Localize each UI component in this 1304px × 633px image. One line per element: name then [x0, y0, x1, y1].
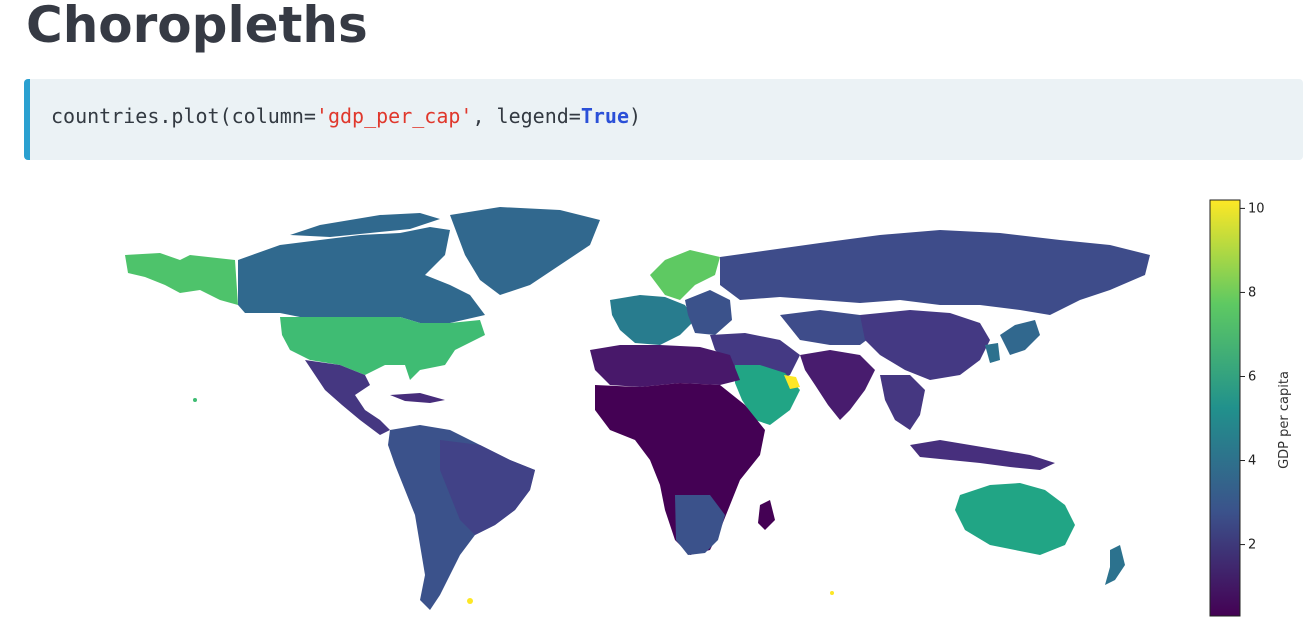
region-korea	[985, 343, 1000, 363]
code-cell[interactable]: countries.plot(column='gdp_per_cap', leg…	[24, 79, 1303, 160]
region-central-asia	[780, 310, 880, 345]
region-scandinavia	[650, 250, 720, 300]
region-north-africa	[590, 345, 740, 387]
colorbar-tick-label: 8	[1248, 285, 1256, 300]
region-indonesia	[910, 440, 1055, 470]
code-line: countries.plot(column='gdp_per_cap', leg…	[51, 104, 641, 128]
page-title: Choropleths	[26, 0, 368, 54]
region-small-island	[830, 591, 834, 595]
colorbar-tick-label: 2	[1248, 538, 1256, 553]
colorbar-tick-label: 10	[1248, 201, 1265, 216]
region-southern-africa	[675, 495, 725, 555]
region-eastern-europe	[685, 290, 732, 335]
region-new-zealand	[1105, 545, 1125, 585]
colorbar-tick-label: 6	[1248, 369, 1256, 384]
region-brazil	[440, 440, 535, 535]
region-hawaii	[193, 398, 197, 402]
region-canada	[238, 227, 485, 323]
region-qatar	[784, 375, 800, 389]
region-saudi-arabia	[735, 365, 800, 425]
region-mexico	[305, 360, 390, 435]
code-suffix: )	[629, 104, 642, 128]
region-madagascar	[758, 500, 775, 530]
region-canada-islands	[290, 213, 440, 237]
choropleth-map	[120, 205, 1160, 625]
colorbar-tick-label: 4	[1248, 454, 1256, 469]
colorbar-label: GDP per capita	[1277, 371, 1292, 469]
region-japan	[1000, 320, 1040, 355]
region-western-europe	[610, 295, 695, 345]
region-australia	[955, 483, 1075, 555]
code-middle: , legend=	[472, 104, 581, 128]
region-falklands	[467, 598, 473, 604]
colorbar-gradient	[1209, 199, 1241, 617]
region-alaska	[125, 253, 238, 305]
region-caribbean	[390, 393, 445, 403]
colorbar: 10 8 6 4 2	[1200, 190, 1304, 622]
region-southeast-asia	[880, 375, 925, 430]
code-keyword: True	[580, 104, 629, 128]
region-south-asia	[800, 350, 875, 420]
region-greenland	[450, 207, 600, 295]
code-prefix: countries.plot(column=	[51, 104, 316, 128]
code-string-arg: 'gdp_per_cap'	[315, 104, 473, 128]
region-usa	[280, 317, 485, 380]
region-russia	[720, 230, 1150, 315]
region-china	[860, 310, 990, 380]
